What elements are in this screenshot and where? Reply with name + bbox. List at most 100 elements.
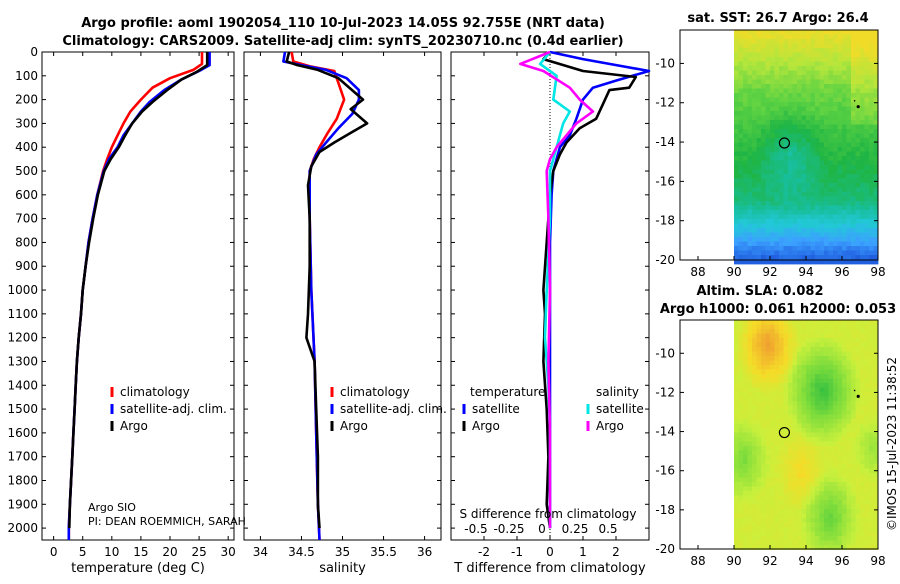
legend-label: climatology xyxy=(120,385,190,399)
map-pixel xyxy=(810,509,816,514)
map-pixel xyxy=(815,214,820,220)
map-pixel xyxy=(846,133,852,139)
map-pixel xyxy=(783,504,789,510)
map-pixel xyxy=(765,34,771,40)
map-pixel xyxy=(752,459,757,465)
map-pixel xyxy=(815,473,820,478)
map-pixel xyxy=(797,441,802,447)
map-pixel xyxy=(828,219,834,224)
x-tick-label: 94 xyxy=(798,554,813,568)
map-pixel xyxy=(797,178,802,184)
map-pixel xyxy=(828,477,834,483)
map-pixel xyxy=(779,106,784,112)
map-pixel xyxy=(756,491,762,496)
map-pixel xyxy=(860,124,865,130)
map-pixel xyxy=(815,255,820,260)
map-pixel xyxy=(779,192,784,197)
map-pixel xyxy=(828,333,834,339)
map-pixel xyxy=(833,255,838,260)
map-pixel xyxy=(824,79,829,85)
map-pixel xyxy=(779,57,784,62)
map-pixel xyxy=(770,57,775,62)
map-pixel xyxy=(747,93,753,98)
map-pixel xyxy=(824,228,829,233)
map-pixel xyxy=(765,75,771,80)
map-pixel xyxy=(738,210,744,215)
map-pixel xyxy=(734,468,739,474)
map-pixel xyxy=(806,522,811,528)
map-pixel xyxy=(792,169,798,175)
map-pixel xyxy=(734,536,739,541)
map-pixel xyxy=(833,410,838,415)
map-pixel xyxy=(734,205,739,211)
map-pixel xyxy=(738,405,744,411)
map-pixel xyxy=(833,329,838,334)
map-pixel xyxy=(774,214,780,220)
map-pixel xyxy=(792,329,798,334)
map-pixel xyxy=(734,387,739,393)
map-pixel xyxy=(792,509,798,514)
map-pixel xyxy=(797,174,802,179)
map-pixel xyxy=(738,360,744,366)
map-pixel xyxy=(819,30,825,35)
map-pixel xyxy=(842,174,847,179)
map-pixel xyxy=(801,374,807,379)
map-pixel xyxy=(837,540,843,546)
map-pixel xyxy=(747,396,753,402)
map-pixel xyxy=(743,432,748,438)
map-pixel xyxy=(815,428,820,433)
map-pixel xyxy=(819,500,825,505)
map-pixel xyxy=(819,250,825,256)
map-pixel xyxy=(752,333,757,339)
map-pixel xyxy=(783,396,789,402)
map-pixel xyxy=(779,223,784,229)
map-pixel xyxy=(752,477,757,483)
map-pixel xyxy=(783,250,789,256)
map-pixel xyxy=(761,61,766,67)
map-pixel xyxy=(851,342,856,348)
map-pixel xyxy=(855,111,861,116)
map-pixel xyxy=(810,527,816,532)
map-pixel xyxy=(779,527,784,532)
map-pixel xyxy=(869,129,874,134)
map-pixel xyxy=(864,482,870,487)
map-pixel xyxy=(824,495,829,501)
map-pixel xyxy=(792,205,798,211)
map-pixel xyxy=(837,437,843,442)
map-pixel xyxy=(806,93,811,98)
map-pixel xyxy=(752,356,757,361)
map-pixel xyxy=(833,115,838,121)
map-pixel xyxy=(734,351,739,357)
map-pixel xyxy=(851,228,856,233)
map-pixel xyxy=(819,34,825,40)
map-pixel xyxy=(855,324,861,330)
map-pixel xyxy=(747,147,753,152)
map-pixel xyxy=(837,183,843,188)
map-pixel xyxy=(756,169,762,175)
map-pixel xyxy=(815,48,820,53)
map-pixel xyxy=(860,138,865,143)
map-pixel xyxy=(765,464,771,469)
map-pixel xyxy=(770,106,775,112)
map-pixel xyxy=(860,356,865,361)
map-pixel xyxy=(743,102,748,107)
map-pixel xyxy=(779,241,784,247)
map-pixel xyxy=(765,423,771,429)
map-pixel xyxy=(788,43,793,49)
map-pixel xyxy=(815,446,820,451)
map-pixel xyxy=(837,48,843,53)
map-pixel xyxy=(774,423,780,429)
map-pixel xyxy=(747,75,753,80)
map-pixel xyxy=(801,160,807,166)
map-pixel xyxy=(828,187,834,193)
map-pixel xyxy=(842,536,847,541)
map-pixel xyxy=(788,338,793,343)
map-pixel xyxy=(788,111,793,116)
map-pixel xyxy=(779,66,784,71)
map-pixel xyxy=(797,432,802,438)
map-pixel xyxy=(837,324,843,330)
map-pixel xyxy=(869,351,874,357)
map-pixel xyxy=(756,178,762,184)
map-pixel xyxy=(860,387,865,393)
map-pixel xyxy=(819,79,825,85)
